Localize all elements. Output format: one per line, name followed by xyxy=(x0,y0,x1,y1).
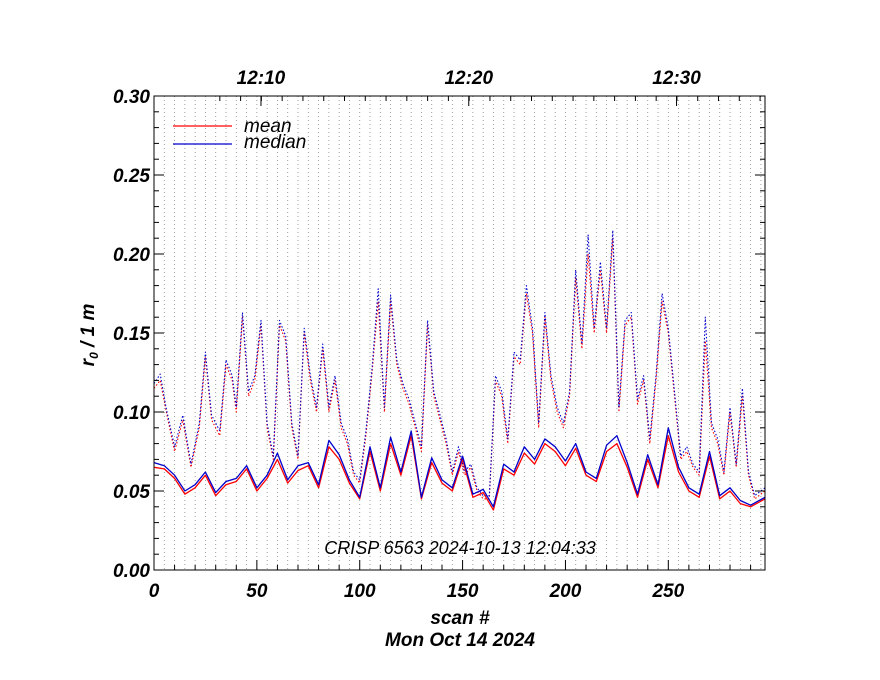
grid-layer xyxy=(163,96,762,570)
x-tick-label: 50 xyxy=(246,581,268,602)
y-tick-label: 0.00 xyxy=(113,561,150,582)
y-axis-title-subscript: 0 xyxy=(87,352,101,359)
x-tick-label: 150 xyxy=(447,581,479,602)
y-tick-label: 0.30 xyxy=(113,87,150,108)
x-tick-label: 100 xyxy=(344,581,376,602)
legend-label-mean: mean xyxy=(244,116,292,137)
top-tick-label: 12:20 xyxy=(444,68,493,89)
legend-label-median: median xyxy=(244,132,306,153)
y-tick-label: 0.15 xyxy=(113,324,150,345)
x-tick-label: 200 xyxy=(549,581,582,602)
series-line-mean xyxy=(153,435,766,511)
series-layer xyxy=(153,229,766,511)
top-tick-label: 12:30 xyxy=(652,68,701,89)
series-line-median xyxy=(153,427,766,508)
y-tick-label: 0.20 xyxy=(113,245,150,266)
x-axis-subtitle: Mon Oct 14 2024 xyxy=(385,630,535,651)
x-axis-title: scan # xyxy=(430,608,490,629)
plot-frame xyxy=(153,95,766,571)
y-axis-title-rest: / 1 m xyxy=(78,304,99,353)
annotation-text: CRISP 6563 2024-10-13 12:04:33 xyxy=(324,538,596,558)
top-tick-label: 12:10 xyxy=(237,68,286,89)
labels-layer: 0 50 100 150 200 250 0.00 0.05 0.10 0.15 0.20 0.25 0… xyxy=(113,68,701,602)
y-tick-label: 0.25 xyxy=(113,166,150,187)
series-line-series-2-dotted xyxy=(153,237,766,500)
y-tick-label: 0.05 xyxy=(113,482,150,503)
x-tick-label: 250 xyxy=(651,581,684,602)
y-axis-title-main: r xyxy=(78,357,99,366)
legend: mean median xyxy=(173,116,306,153)
y-axis-title: r0 / 1 m xyxy=(78,304,101,367)
x-tick-label: 0 xyxy=(149,581,160,602)
axes-layer xyxy=(153,95,766,571)
y-tick-label: 0.10 xyxy=(113,403,150,424)
